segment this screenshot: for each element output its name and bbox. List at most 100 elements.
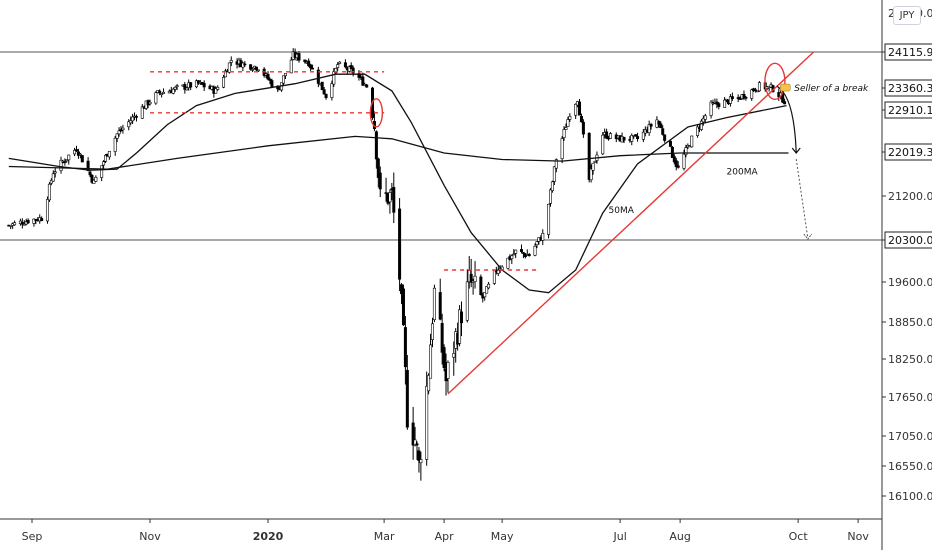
candle-body xyxy=(682,153,686,169)
candle-body xyxy=(376,158,380,178)
candle-body xyxy=(701,118,705,123)
candle-body xyxy=(349,65,353,69)
candle-body xyxy=(334,68,338,74)
ma-label-50ma: 50MA xyxy=(609,206,635,216)
projection-dotted xyxy=(795,158,809,239)
ma-line-50ma xyxy=(8,73,787,294)
candle-body xyxy=(113,137,117,152)
candle-body xyxy=(49,180,53,184)
candle-body xyxy=(88,171,92,176)
candle-body xyxy=(442,347,446,369)
candle-body xyxy=(268,79,272,81)
candle-body xyxy=(548,189,552,204)
candle-body xyxy=(251,68,255,71)
candle-body xyxy=(283,73,287,76)
candle-body xyxy=(458,309,462,344)
candle-body xyxy=(162,91,166,94)
candle-body xyxy=(630,135,634,142)
candle-body xyxy=(107,150,111,158)
candle-body xyxy=(361,76,365,86)
candle-body xyxy=(591,162,595,171)
candle-body xyxy=(63,161,67,163)
candle-body xyxy=(100,165,104,178)
candle-body xyxy=(661,128,665,135)
candle-body xyxy=(552,166,556,182)
candle-body xyxy=(32,218,36,224)
candle-body xyxy=(270,80,274,87)
candle-body xyxy=(158,90,162,94)
candle-body xyxy=(214,88,218,94)
candle-body xyxy=(676,165,680,168)
candle-body xyxy=(593,160,597,163)
candle-body xyxy=(282,75,286,84)
projection-arrowhead xyxy=(791,147,801,154)
candle-body xyxy=(473,275,477,283)
horizontal-levels xyxy=(0,51,882,241)
candle-body xyxy=(45,199,49,222)
candle-body xyxy=(483,291,487,298)
candle-body xyxy=(338,61,342,64)
candle-body xyxy=(425,386,429,460)
candle-body xyxy=(581,121,585,135)
x-tick-label: Sep xyxy=(22,530,43,543)
candle-body xyxy=(668,140,672,147)
candle-body xyxy=(728,96,732,104)
candle-body xyxy=(427,375,431,392)
candle-body xyxy=(26,219,30,224)
candle-body xyxy=(22,223,26,226)
y-tick-label: 22019.32 xyxy=(888,146,932,159)
candle-body xyxy=(129,120,133,124)
y-tick-label: 19600.00 xyxy=(888,276,932,289)
candle-body xyxy=(514,249,518,254)
candle-body xyxy=(102,161,106,166)
candle-body xyxy=(90,174,94,183)
y-tick-label: 16100.00 xyxy=(888,490,932,503)
candle-body xyxy=(541,233,545,241)
plot-background xyxy=(0,0,882,519)
candle-body xyxy=(512,253,516,256)
candle-body xyxy=(216,86,220,90)
candle-body xyxy=(636,136,640,139)
candle-body xyxy=(452,353,456,358)
highlight-circle xyxy=(764,62,786,101)
candle-body xyxy=(465,281,469,321)
candle-body xyxy=(76,151,80,156)
x-tick-label: Mar xyxy=(374,530,395,543)
candle-body xyxy=(194,80,198,88)
candle-body xyxy=(568,116,572,120)
candle-body xyxy=(309,64,313,69)
candle-body xyxy=(430,323,434,340)
candle-body xyxy=(649,124,653,127)
y-tick-label: 16550.00 xyxy=(888,460,932,473)
candle-body xyxy=(417,450,421,461)
candle-body xyxy=(357,73,361,78)
candle-body xyxy=(175,85,179,87)
candle-body xyxy=(783,101,787,105)
candle-body xyxy=(392,187,396,213)
candle-body xyxy=(684,147,688,155)
y-tick-label: 17650.00 xyxy=(888,391,932,404)
candle-body xyxy=(249,64,253,70)
y-tick-label: 21200.00 xyxy=(888,190,932,203)
y-tick-label: 20300.00 xyxy=(888,234,932,247)
projection-dotted-head xyxy=(803,233,813,240)
candle-body xyxy=(415,443,419,446)
projection-arrow xyxy=(776,85,797,154)
candle-body xyxy=(134,116,138,118)
candle-body xyxy=(347,66,351,72)
candle-body xyxy=(322,89,326,95)
candle-body xyxy=(127,121,131,128)
currency-button[interactable]: JPY xyxy=(893,6,921,25)
candle-body xyxy=(659,123,663,129)
price-label-box xyxy=(884,79,932,97)
candle-body xyxy=(398,208,402,280)
candle-body xyxy=(715,101,719,105)
candle-body xyxy=(519,249,523,252)
y-tick-label: 24115.95 xyxy=(888,46,932,59)
candle-body xyxy=(589,168,593,181)
candle-body xyxy=(479,276,483,296)
candle-body xyxy=(562,129,566,138)
moving-averages: 50MA 200MA xyxy=(8,73,789,294)
x-tick-label: Nov xyxy=(847,530,869,543)
candle-body xyxy=(86,160,90,171)
